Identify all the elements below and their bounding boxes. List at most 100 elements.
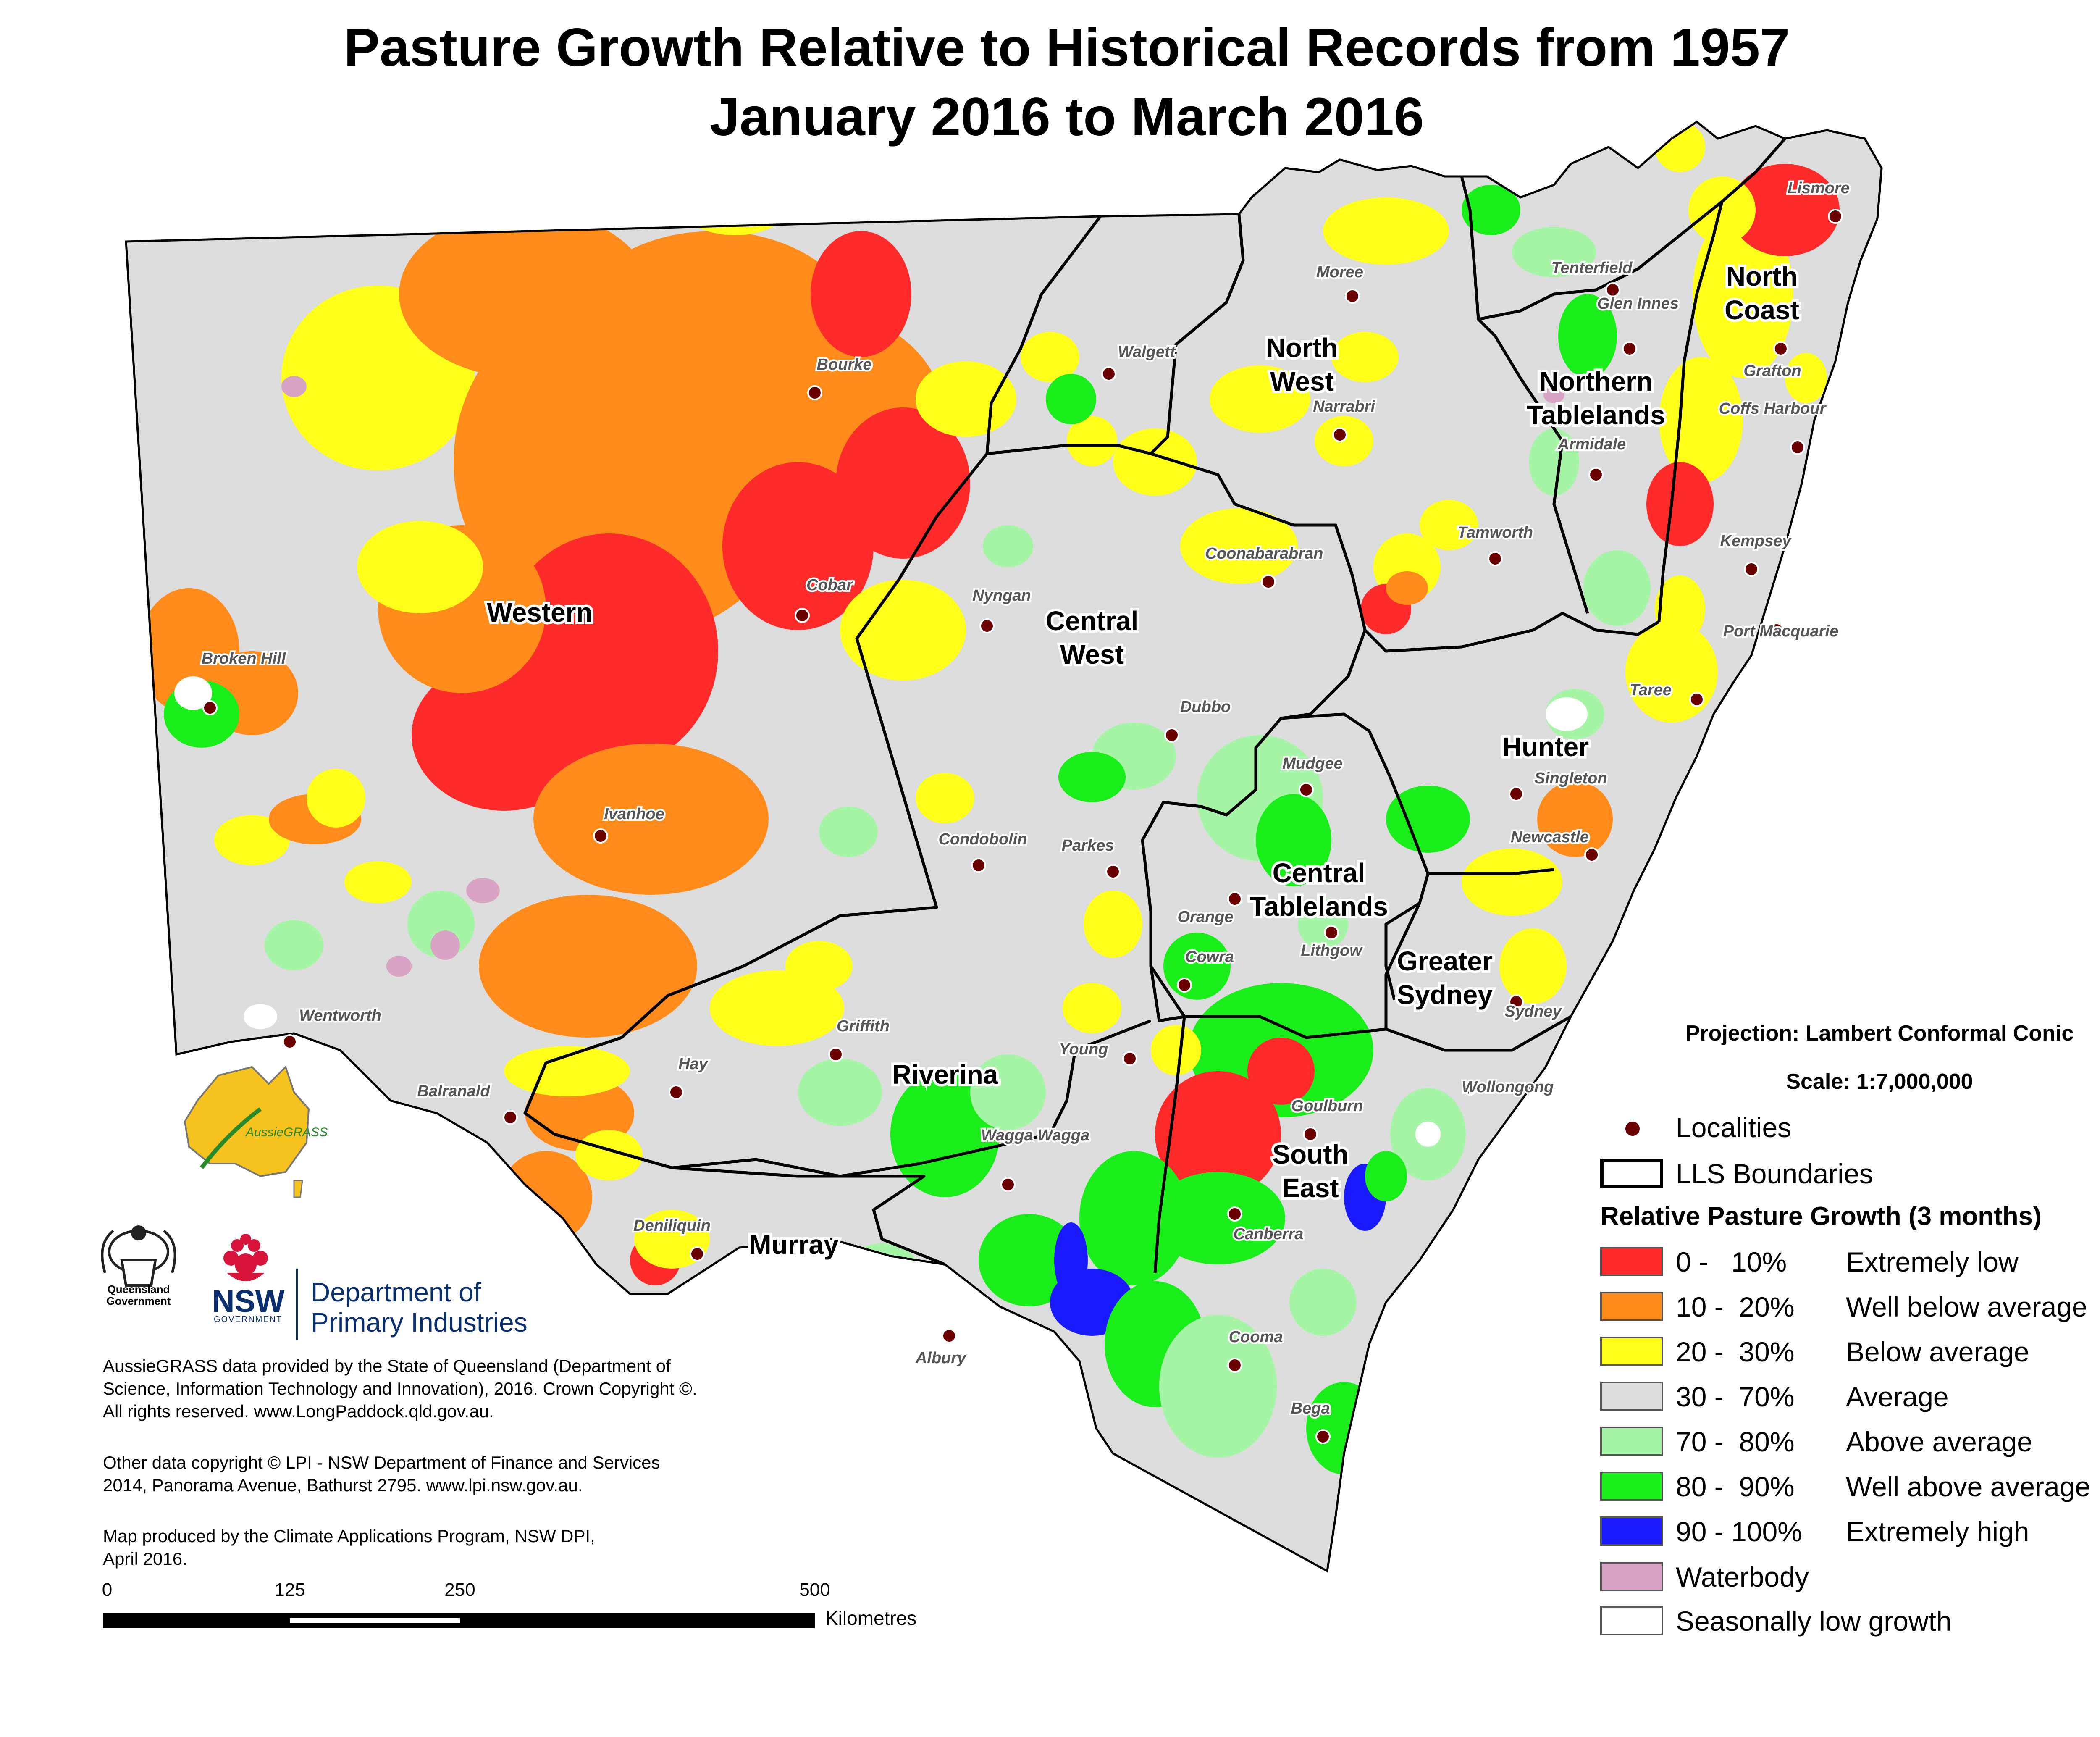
growth-patch [819,807,878,857]
locality-marker: Balranald [415,1081,518,1125]
locality-marker: Orange [1176,891,1242,928]
growth-patch [798,1059,882,1126]
legend-range: 10 - 20% [1676,1291,1795,1322]
growth-patch [1365,1151,1407,1201]
locality-label: Tenterfield [1551,259,1633,277]
locality-marker: Wagga Wagga [979,1125,1091,1192]
dpi-line2: Primary Industries [311,1307,528,1338]
locality-marker: Wentworth [282,1005,383,1049]
growth-patch [1054,1222,1088,1298]
locality-label: Lismore [1788,179,1850,197]
waterbody-patch [1544,386,1564,403]
region-label: Riverina [892,1059,998,1090]
legend-swatch [1600,1427,1663,1456]
locality-marker: Glen Innes [1596,293,1680,356]
growth-patch [1067,416,1117,466]
locality-dot-icon [1164,728,1179,743]
growth-patch [916,361,1016,437]
dpi-logo-text: Department of Primary Industries [311,1277,528,1338]
locality-label: Singleton [1534,770,1607,787]
locality-marker: Port Macquarie [1722,621,1840,642]
locality-label: Albury [915,1349,967,1367]
locality-label: Grafton [1743,362,1801,380]
waterbody-patch [430,930,460,960]
seasonal-patch [244,1004,277,1029]
growth-patch [1558,294,1617,378]
locality-dot-icon [1261,574,1276,589]
locality-dot-icon [690,1246,705,1261]
locality-marker: Nyngan [971,585,1033,633]
growth-patch [1420,500,1478,550]
growth-patch [1046,374,1096,424]
locality-label: Wagga Wagga [981,1127,1089,1144]
growth-patch [1063,983,1121,1033]
locality-dot-icon [1303,1127,1318,1142]
locality-dot-icon [1101,366,1116,381]
growth-patch [1512,227,1596,277]
scalebar-tick-0: 0 [102,1579,113,1600]
legend-description: Extremely low [1846,1246,2019,1277]
locality-label: Wollongong [1462,1078,1554,1096]
legend-description: Well below average [1846,1291,2087,1322]
growth-patch [214,815,290,865]
lls-boundary-line [1149,966,1386,1039]
locality-label: Walgett [1118,343,1176,361]
locality-dot-icon [1622,341,1637,356]
localities-layer: Lismore Tenterfield Moree Glen Innes Grafton… [200,178,1851,1444]
legend-description: Above average [1846,1426,2032,1457]
locality-label: Lithgow [1301,942,1363,959]
locality-marker: Tenterfield [1550,258,1634,297]
locality-dot-icon [669,1085,684,1100]
legend-description: Well above average [1846,1471,2091,1502]
locality-dot-icon [1462,1080,1478,1096]
locality-label: Port Macquarie [1723,623,1839,640]
locality-dot-icon [1605,282,1620,297]
lls-boundary-line [1150,214,1245,455]
credit-line: 2014, Panorama Avenue, Bathurst 2795. ww… [103,1475,583,1495]
legend-range: 70 - 80% [1676,1426,1795,1457]
growth-patch [1159,1315,1277,1458]
growth-patch [1659,357,1743,483]
growth-patch [479,895,697,1038]
growth-patch [916,773,974,823]
locality-marker: Walgett [1101,342,1178,381]
locality-label: Deniliquin [633,1217,711,1235]
waterbody-patch [281,376,307,397]
region-label: Murray [749,1230,839,1260]
logo-divider [296,1269,298,1340]
locality-dot-icon [1488,551,1503,566]
lls-boundary-line [987,444,1660,653]
lls-boundary-line [1428,868,1554,875]
growth-patch [1289,1269,1357,1336]
locality-dot-icon [979,618,995,633]
locality-dot-icon [1227,891,1242,907]
locality-label: Glen Innes [1597,295,1679,313]
locality-dot-icon [1105,864,1121,879]
locality-dot-icon [1227,1358,1242,1373]
projection-text: Projection: Lambert Conformal Conic [1685,1021,2074,1046]
locality-marker: Narrabri [1311,396,1377,442]
locality-dot-icon [1227,1206,1242,1222]
growth-patch [1247,1038,1315,1105]
region-label: Greater Sydney [1397,946,1493,1010]
growth-patch [722,462,874,630]
credit-lpi: Other data copyright © LPI - NSW Departm… [103,1451,859,1497]
locality-label: Coonabarabran [1205,545,1323,562]
locality-label: Bourke [817,356,872,373]
growth-patch [412,660,596,811]
scalebar-segment [290,1618,460,1623]
locality-marker: Young [1058,1039,1137,1066]
lls-boundaries [523,137,1786,1273]
locality-marker: Cooma [1227,1327,1284,1373]
lls-boundary-line [919,1019,1152,1165]
locality-marker: Hay [669,1054,710,1100]
credit-line: April 2016. [103,1549,187,1569]
locality-dot-icon [503,1110,518,1125]
map-subtitle: January 2016 to March 2016 [709,87,1424,147]
credit-line: Map produced by the Climate Applications… [103,1526,595,1546]
locality-dot-icon [795,608,810,623]
growth-patch [979,1214,1079,1306]
scalebar-tick-125: 125 [274,1579,305,1600]
locality-dot-icon [1332,427,1347,442]
locality-marker: Deniliquin [632,1215,712,1261]
